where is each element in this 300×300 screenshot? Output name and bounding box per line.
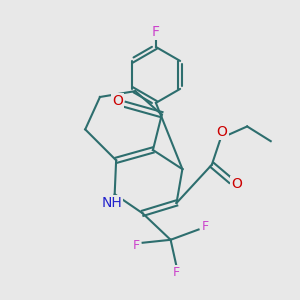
Text: F: F <box>202 220 208 233</box>
Text: F: F <box>152 25 160 39</box>
Text: NH: NH <box>101 196 122 210</box>
Text: O: O <box>217 125 228 139</box>
Text: O: O <box>112 94 123 108</box>
Text: O: O <box>231 177 242 191</box>
Text: F: F <box>173 266 180 279</box>
Text: F: F <box>133 239 140 252</box>
